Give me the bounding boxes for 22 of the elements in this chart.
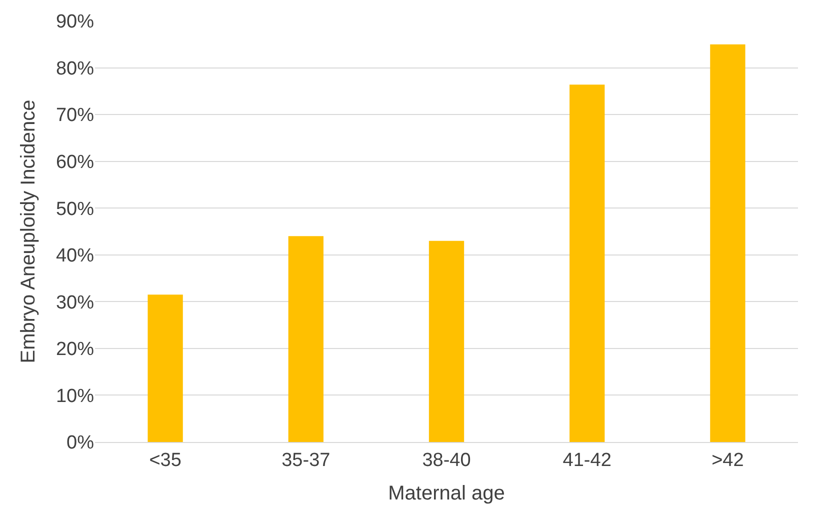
bar: [288, 236, 324, 442]
x-tick-label: 35-37: [282, 450, 330, 471]
bar: [570, 84, 605, 442]
y-tick-label: 20%: [56, 339, 94, 360]
x-tick-label: 41-42: [562, 450, 612, 471]
x-tick-label: <35: [149, 450, 182, 471]
y-tick-label: 60%: [56, 152, 94, 173]
bar: [148, 294, 183, 442]
y-tick-label: 80%: [56, 58, 94, 80]
y-tick-label: 70%: [56, 105, 94, 126]
y-tick-label: 90%: [56, 12, 94, 33]
y-tick-label: 0%: [66, 432, 94, 454]
x-tick-label: 38-40: [422, 450, 471, 471]
y-tick-label: 30%: [56, 292, 94, 314]
bar: [710, 44, 746, 442]
y-axis-title: Embryo Aneuploidy Incidence: [17, 100, 40, 364]
x-tick-label: >42: [712, 450, 744, 471]
bar: [428, 240, 464, 442]
y-tick-label: 50%: [56, 198, 94, 220]
y-tick-label: 40%: [56, 246, 94, 267]
x-axis-title: Maternal age: [388, 482, 505, 504]
y-tick-label: 10%: [56, 386, 94, 407]
